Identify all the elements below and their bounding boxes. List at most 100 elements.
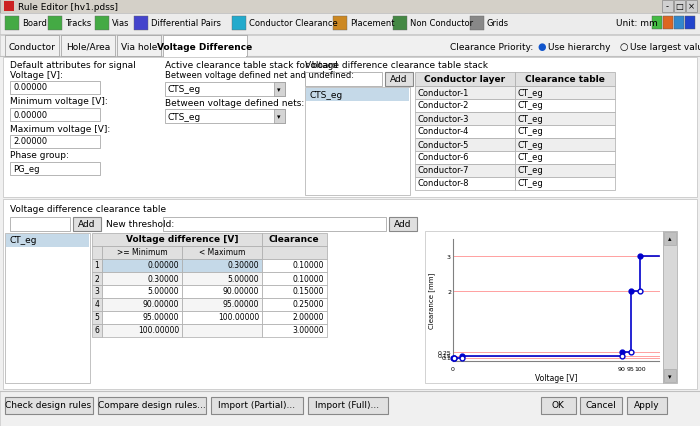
Bar [274,83,285,97]
Text: Phase group:: Phase group: [10,151,69,160]
Bar [163,36,247,57]
Text: Conductor Clearance: Conductor Clearance [248,20,337,29]
Bar [182,311,262,324]
Bar [262,311,327,324]
Bar [262,324,327,337]
Bar [515,100,615,113]
Bar [182,246,262,259]
Text: CT_eg: CT_eg [518,166,544,175]
Bar [308,397,388,414]
Bar [92,324,102,337]
Text: CTS_eg: CTS_eg [168,112,202,121]
Bar [48,17,62,31]
Text: 0.1: 0.1 [441,355,451,360]
Bar [92,233,262,246]
Bar [102,311,182,324]
Bar [663,231,677,383]
Bar [305,88,410,196]
Bar [134,17,148,31]
Text: 100.00000: 100.00000 [218,313,259,322]
Text: Conductor-4: Conductor-4 [418,127,470,136]
Bar [102,285,182,298]
Text: Voltage difference clearance table stack: Voltage difference clearance table stack [305,60,488,69]
Bar [102,298,182,311]
Text: Add: Add [394,220,412,229]
Bar [10,109,100,122]
Bar [117,36,161,57]
Bar [415,126,515,139]
Text: 0.25: 0.25 [438,350,451,355]
Text: Active clearance table stack for board: Active clearance table stack for board [165,60,337,69]
Bar [92,259,102,272]
Text: Board: Board [22,20,47,29]
Bar [262,259,327,272]
Bar [333,17,347,31]
Bar [92,298,102,311]
Text: 5.00000: 5.00000 [228,274,259,283]
Text: 2: 2 [447,289,451,294]
Text: CT_eg: CT_eg [9,236,36,245]
Bar [3,199,697,389]
Text: 0.10000: 0.10000 [293,261,324,270]
Text: Conductor-1: Conductor-1 [418,88,470,97]
Bar [262,272,327,285]
Bar [10,163,100,176]
Bar [5,233,90,383]
Bar [262,233,327,246]
Bar [415,152,515,164]
Bar [92,272,102,285]
Bar [415,87,515,100]
Bar [164,56,246,58]
Text: 0.00000: 0.00000 [148,261,179,270]
Text: 95.00000: 95.00000 [223,300,259,309]
Text: Conductor-8: Conductor-8 [418,179,470,188]
Bar [0,36,700,57]
Text: 0.30000: 0.30000 [228,261,259,270]
Text: Apply: Apply [634,400,660,409]
Bar [0,0,700,14]
Text: 2: 2 [94,274,99,283]
Bar [262,246,327,259]
Text: Compare design rules...: Compare design rules... [98,400,206,409]
Bar [10,218,70,231]
Text: Clearance: Clearance [269,235,319,244]
Bar [515,73,615,87]
Text: Clearance [mm]: Clearance [mm] [428,272,435,328]
Text: Clearance Priority:: Clearance Priority: [450,43,533,52]
Bar [6,234,89,248]
Text: ●: ● [538,42,546,52]
Bar [165,110,285,124]
Text: Import (Partial)...: Import (Partial)... [218,400,295,409]
Text: CT_eg: CT_eg [518,179,544,188]
Text: 3: 3 [447,254,451,259]
Bar [3,58,697,198]
Text: 1: 1 [94,261,99,270]
Text: □: □ [675,3,683,12]
Text: 0.15: 0.15 [438,354,451,358]
Text: Conductor-7: Conductor-7 [418,166,470,175]
Text: 100.00000: 100.00000 [138,326,179,335]
Text: Voltage [V]:: Voltage [V]: [10,70,63,79]
Bar [102,259,182,272]
Bar [102,246,182,259]
Bar [211,397,303,414]
Bar [92,285,102,298]
Text: CT_eg: CT_eg [518,140,544,149]
Bar [415,113,515,126]
Bar [232,17,246,31]
Bar [415,73,515,87]
Bar [4,2,14,12]
Text: 0.00000: 0.00000 [13,83,47,92]
Bar [515,152,615,164]
Text: Import (Full)...: Import (Full)... [315,400,379,409]
Text: OK: OK [552,400,564,409]
Text: Voltage Difference: Voltage Difference [158,43,253,52]
Text: Conductor-2: Conductor-2 [418,101,470,110]
Text: Voltage [V]: Voltage [V] [535,374,577,383]
Text: 90.00000: 90.00000 [223,287,259,296]
Text: Default attributes for signal: Default attributes for signal [10,60,136,69]
Text: Tracks: Tracks [65,20,91,29]
Text: Add: Add [78,220,96,229]
Text: Minimum voltage [V]:: Minimum voltage [V]: [10,97,108,106]
Bar [515,87,615,100]
